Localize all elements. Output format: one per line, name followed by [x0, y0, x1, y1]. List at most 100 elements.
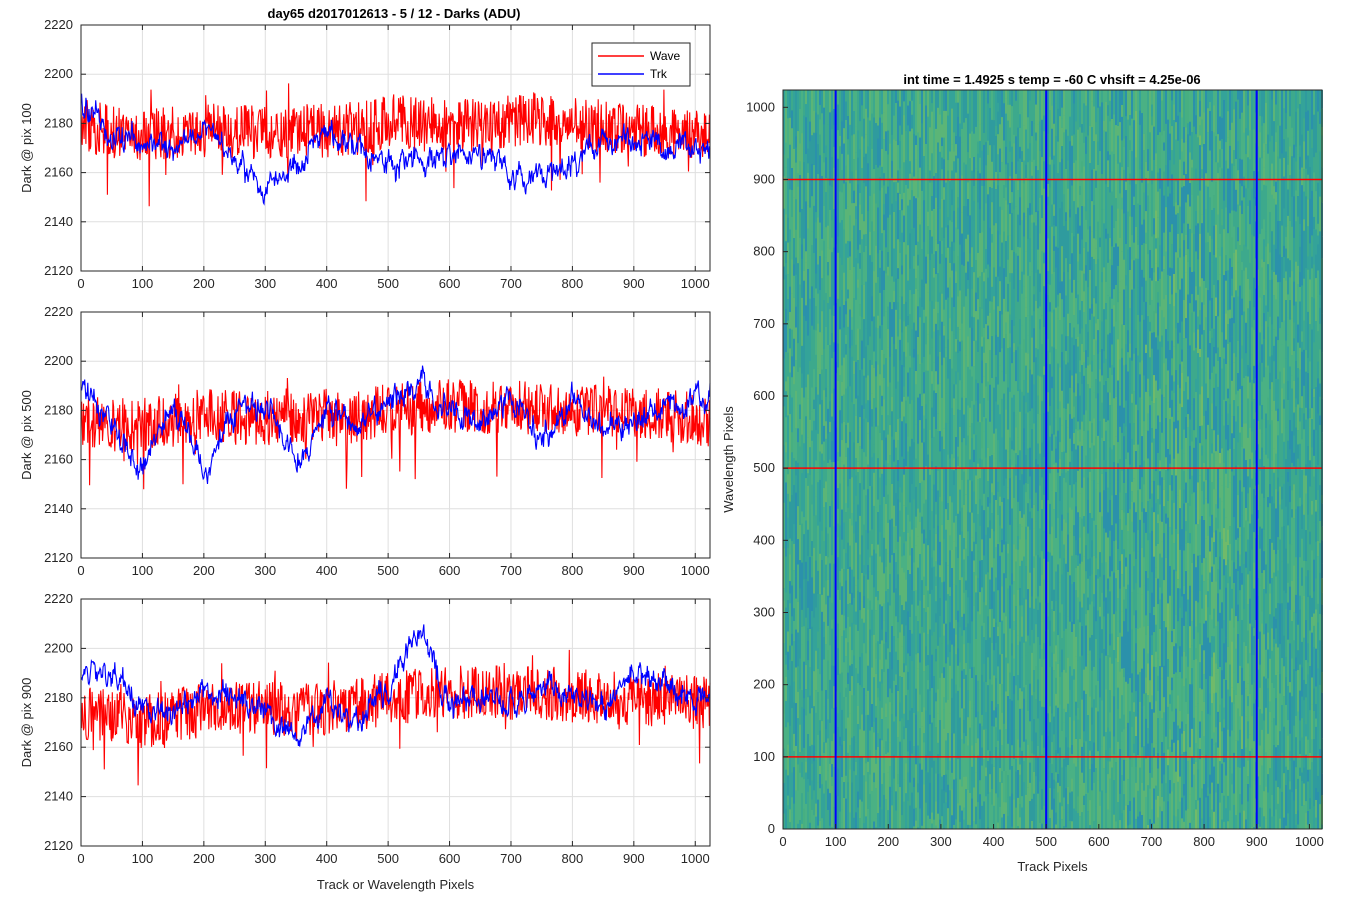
heatmap-cell [1093, 316, 1095, 340]
heatmap-cell [823, 425, 825, 442]
heatmap-cell [877, 458, 879, 500]
heatmap-cell [905, 466, 907, 508]
heatmap-cell [933, 484, 935, 529]
heatmap-cell [787, 795, 789, 806]
heatmap-cell [973, 366, 975, 405]
heatmap-cell [839, 285, 841, 307]
heatmap-cell [1065, 452, 1067, 473]
heatmap-cell [871, 555, 873, 575]
heatmap-cell [1039, 376, 1041, 415]
heatmap-cell [1057, 173, 1059, 207]
heatmap-cell [819, 479, 821, 522]
heatmap-cell [1081, 344, 1083, 365]
heatmap-cell [997, 626, 999, 637]
heatmap-cell [999, 365, 1001, 400]
heatmap-cell [1029, 203, 1031, 216]
heatmap-cell [811, 638, 813, 681]
heatmap-cell [899, 733, 901, 742]
heatmap-cell [1125, 426, 1127, 459]
heatmap-cell [865, 153, 867, 187]
heatmap-cell [1049, 164, 1051, 188]
heatmap-cell [1117, 409, 1119, 431]
heatmap-cell [809, 343, 811, 361]
heatmap-cell [997, 185, 999, 231]
heatmap-cell [1079, 360, 1081, 372]
heatmap-cell [1019, 588, 1021, 606]
heatmap-cell [1067, 336, 1069, 363]
heatmap-cell [925, 770, 927, 803]
heatmap-cell [919, 763, 921, 809]
heatmap-cell [861, 801, 863, 829]
heatmap-cell [985, 249, 987, 269]
heatmap-cell [941, 240, 943, 255]
heatmap-cell [1019, 480, 1021, 503]
heatmap-cell [1133, 711, 1135, 744]
heatmap-cell [1053, 394, 1055, 435]
heatmap-cell [903, 101, 905, 116]
heatmap-cell [855, 344, 857, 362]
heatmap-cell [981, 90, 983, 124]
heatmap-cell [827, 595, 829, 626]
heatmap-cell [1053, 788, 1055, 799]
heatmap-cell [869, 486, 871, 531]
heatmap-cell [901, 646, 903, 677]
heatmap-cell [935, 128, 937, 151]
heatmap-cell [1121, 432, 1123, 471]
heatmap-cell [869, 557, 871, 572]
heatmap-cell [785, 106, 787, 143]
heatmap-cell [895, 464, 897, 493]
heatmap-cell [813, 635, 815, 672]
heatmap-cell [1119, 193, 1121, 239]
heatmap-cell [811, 411, 813, 431]
heatmap-cell [985, 534, 987, 575]
heatmap-cell [1133, 260, 1135, 289]
heatmap-cell [1001, 712, 1003, 746]
heatmap-cell [809, 595, 811, 629]
heatmap-cell [861, 573, 863, 602]
heatmap-cell [1111, 633, 1113, 664]
heatmap-cell [805, 579, 807, 618]
heatmap-cell [1021, 293, 1023, 326]
heatmap-cell [1061, 127, 1063, 147]
heatmap-cell [915, 330, 917, 371]
heatmap-cell [1031, 175, 1033, 215]
heatmap-cell [1019, 817, 1021, 829]
heatmap-cell [1019, 158, 1021, 198]
heatmap-cell [1059, 116, 1061, 163]
heatmap-cell [1055, 90, 1057, 104]
heatmap-cell [811, 196, 813, 232]
heatmap-cell [1079, 553, 1081, 564]
heatmap-cell [845, 503, 847, 512]
heatmap-cell [925, 119, 927, 144]
heatmap-cell [827, 493, 829, 534]
heatmap-cell [1023, 441, 1025, 485]
heatmap-cell [983, 681, 985, 720]
heatmap-cell [1097, 529, 1099, 570]
heatmap-cell [813, 790, 815, 815]
heatmap-cell [811, 231, 813, 246]
heatmap-cell [805, 201, 807, 216]
heatmap-cell [929, 673, 931, 691]
heatmap-cell [981, 505, 983, 540]
heatmap-cell [879, 770, 881, 808]
heatmap-cell [1041, 667, 1043, 707]
heatmap-cell [1095, 525, 1097, 559]
heatmap-cell [1029, 782, 1031, 802]
heatmap-cell [951, 644, 953, 679]
heatmap-cell [999, 654, 1001, 684]
heatmap-cell [987, 140, 989, 155]
heatmap-cell [931, 300, 933, 339]
heatmap-cell [941, 673, 943, 720]
heatmap-cell [911, 190, 913, 229]
heatmap-cell [791, 812, 793, 829]
heatmap-cell [897, 302, 899, 337]
heatmap-cell [947, 503, 949, 520]
heatmap-cell [923, 442, 925, 466]
heatmap-cell [903, 90, 905, 102]
heatmap-cell [1083, 516, 1085, 527]
heatmap-cell [917, 792, 919, 828]
heatmap-cell [1005, 98, 1007, 114]
heatmap-cell [991, 701, 993, 727]
heatmap-cell [1115, 125, 1117, 161]
heatmap-cell [1017, 346, 1019, 391]
